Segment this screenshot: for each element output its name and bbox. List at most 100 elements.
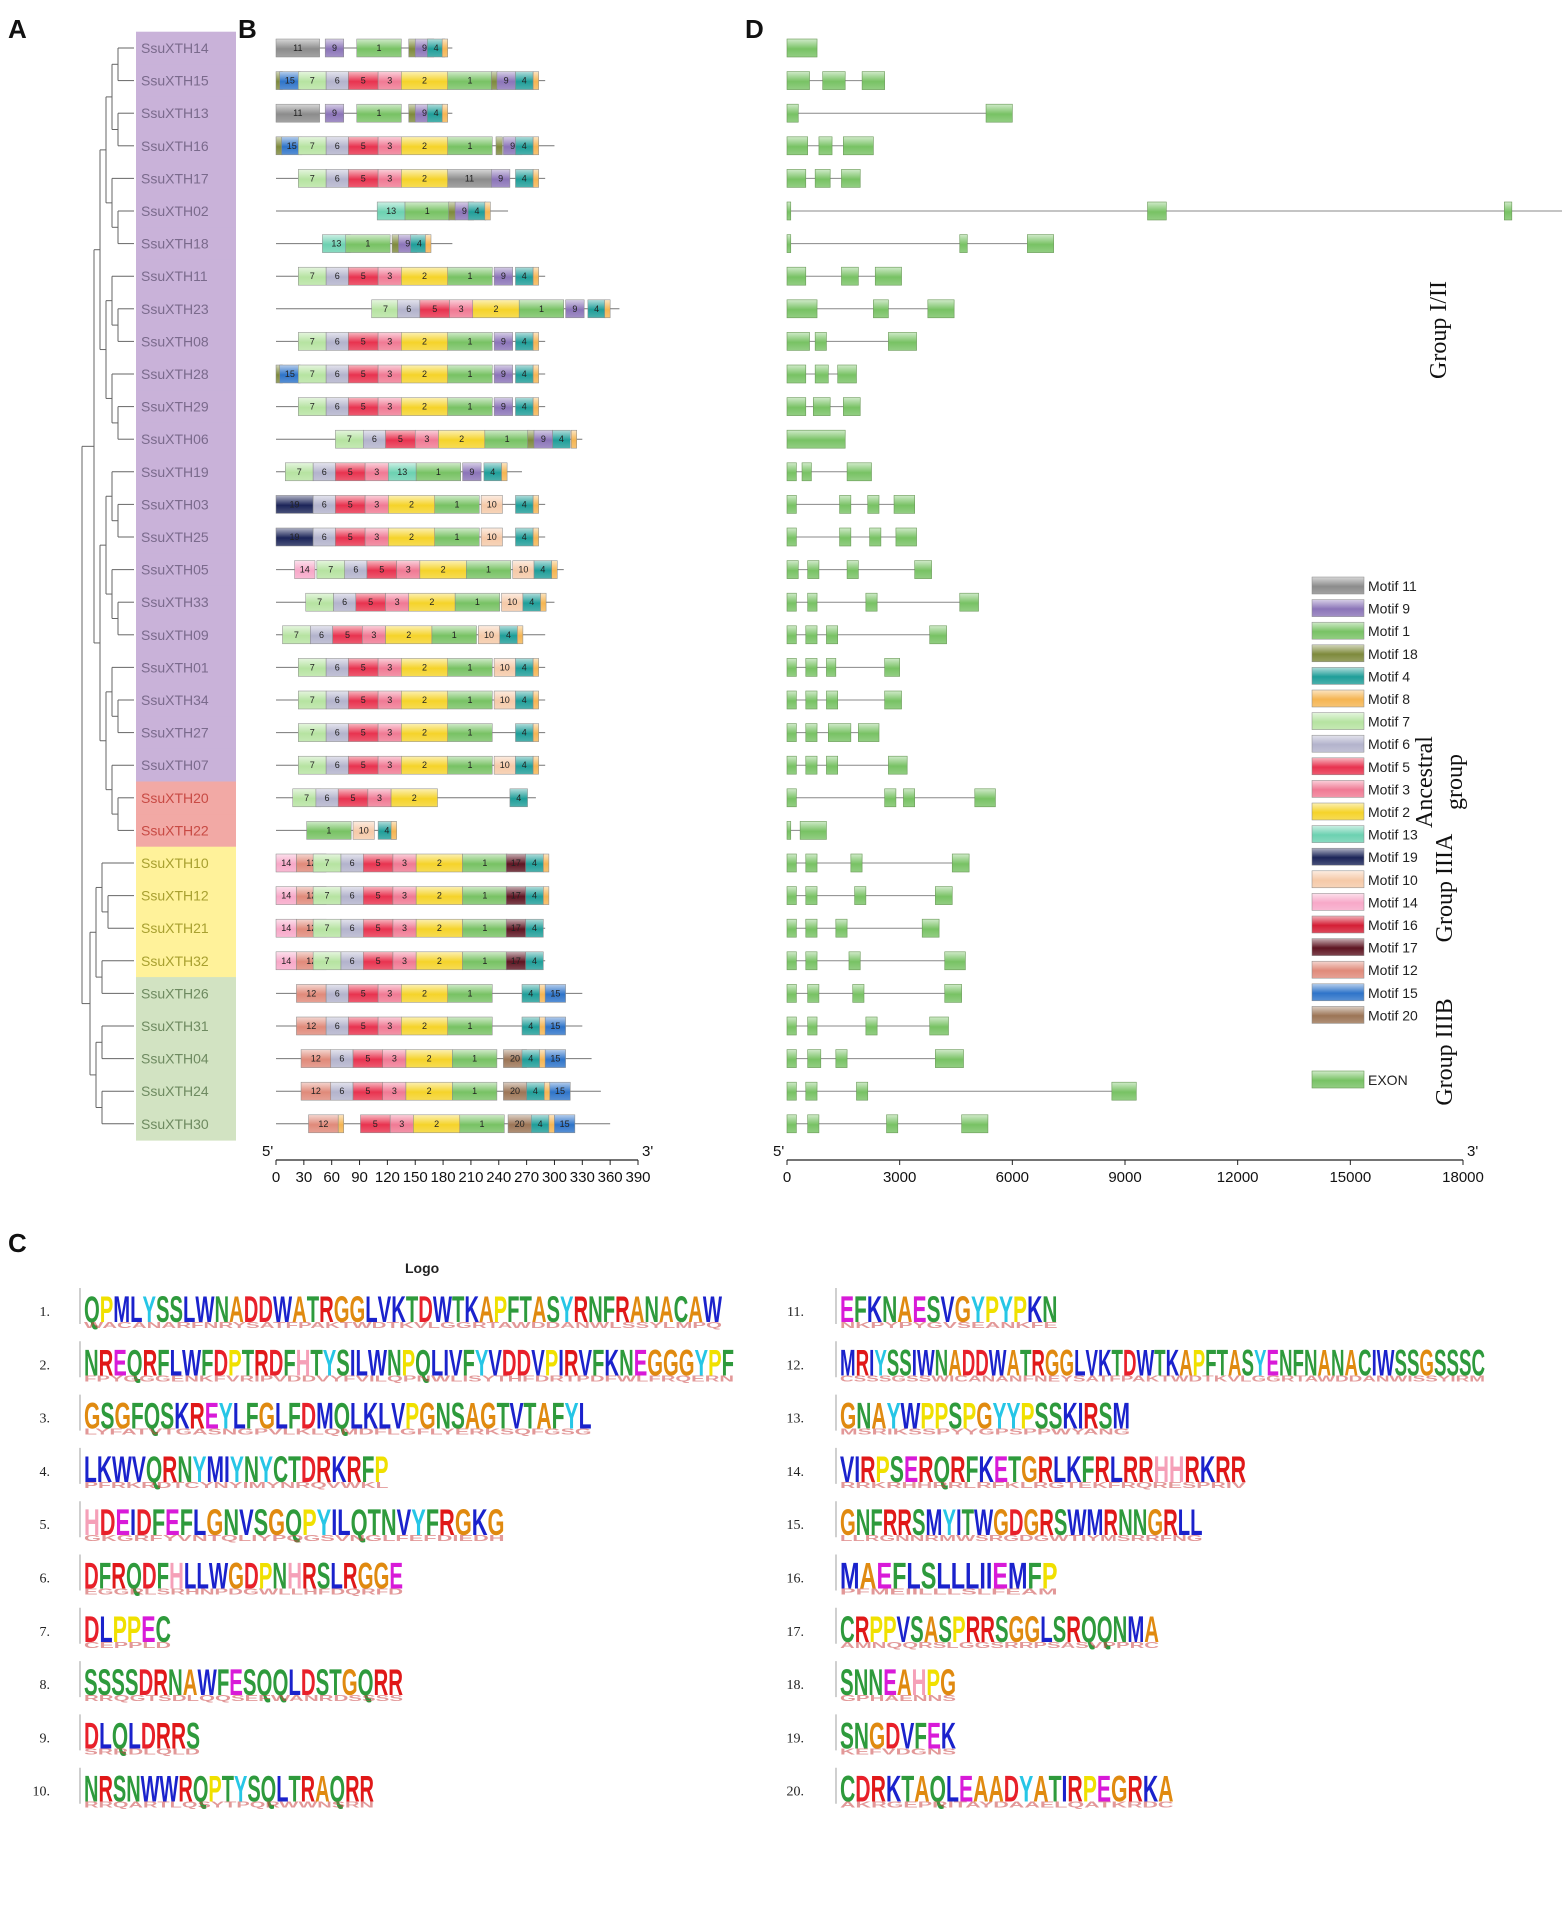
legend-label: Motif 13 — [1368, 827, 1418, 843]
motif-number: 6 — [339, 1086, 344, 1096]
motif-1-box — [459, 1114, 505, 1134]
panel-label-d: D — [745, 14, 764, 44]
motif-number: 4 — [522, 336, 527, 346]
motif-1-box — [356, 103, 402, 123]
exon-box — [786, 886, 797, 905]
motif-number: 1 — [377, 43, 382, 53]
exon-box — [786, 1049, 797, 1068]
logo-sequence: GNFRRSMYITWGDGRSWMRNNGRLL — [840, 1502, 1203, 1544]
group-shade — [136, 618, 236, 652]
motif-number: 13 — [386, 206, 396, 216]
gene-name: SsuXTH07 — [141, 757, 209, 773]
motif-number: 7 — [325, 858, 330, 868]
logo-number: 11. — [787, 1305, 804, 1320]
group-shade — [136, 944, 236, 978]
axis-tick-label: 300 — [542, 1169, 567, 1186]
logo-letters: VIRPSERQRFKETGRLKFRLRRHHRKRRRRKRHHRRLRFK… — [840, 1449, 1248, 1491]
motif-9-box — [462, 462, 482, 482]
motif-number: 7 — [317, 597, 322, 607]
logo-sequence: SNGDVFEK — [840, 1715, 956, 1757]
logo-letters: SSSSDRNAWFESQQLDSTGQRRRRQGTSDLQQSEFWANRD… — [84, 1662, 405, 1704]
exon-box — [807, 1016, 818, 1036]
logo-number: 2. — [40, 1358, 51, 1373]
logo-sequence: NRSNWWRQPTYSQLTRAQRR — [84, 1769, 374, 1811]
legend-label: Motif 17 — [1368, 940, 1418, 956]
exon-box — [814, 332, 827, 351]
motif-number: 5 — [365, 1054, 370, 1064]
motif-number: 6 — [322, 467, 327, 477]
motif-number: 10 — [487, 532, 497, 542]
motif-number: 1 — [436, 467, 441, 477]
motif-number: 2 — [434, 1119, 439, 1129]
motif-15-box — [544, 1016, 566, 1036]
motif-8-box — [604, 299, 611, 319]
logo-sequence: SSSSDRNAWFESQQLDSTGQRR — [84, 1662, 403, 1704]
motif-number: 13 — [331, 239, 341, 249]
motif-number: 10 — [500, 760, 510, 770]
group-shade — [136, 1042, 236, 1076]
legend-swatch — [1311, 825, 1365, 843]
motif-logo-panel: 1. QPMLYSSLWNADDWATRGGLVKTDWTKAPFTASYRNFR… — [33, 1288, 1486, 1811]
motif-number: 3 — [459, 304, 464, 314]
motif-number: 3 — [402, 923, 407, 933]
motif-number: 12 — [306, 891, 316, 901]
motif-9-box — [491, 169, 511, 188]
motif-number: 2 — [422, 369, 427, 379]
motif-number: 2 — [412, 793, 417, 803]
exon-box — [807, 592, 818, 612]
motif-9-box — [493, 397, 513, 416]
group-shade — [136, 390, 236, 424]
motif-number: 4 — [434, 108, 439, 118]
exon-box — [826, 755, 839, 775]
motif-8-box — [441, 38, 448, 58]
exon-box — [799, 821, 827, 840]
exon-box — [837, 364, 857, 384]
motif-number: 13 — [397, 467, 407, 477]
motif-number: 9 — [501, 369, 506, 379]
motif-1-box — [447, 397, 493, 416]
exon-box — [805, 886, 818, 905]
motif-number: 6 — [335, 173, 340, 183]
motif-number: 3 — [392, 1086, 397, 1096]
logo-minor-residues: CSSSGSSWICANANFNEYSATFPAKTWDTKVLGGRTAWDD… — [840, 1374, 1486, 1383]
exon-box — [961, 1114, 989, 1134]
motif-number: 1 — [467, 662, 472, 672]
legend-swatch — [1311, 734, 1365, 753]
motif-number: 3 — [399, 1119, 404, 1129]
group-shade — [136, 1074, 236, 1108]
motif-number: 4 — [522, 76, 527, 86]
exon-box — [786, 332, 810, 351]
legend-label: Motif 14 — [1368, 894, 1418, 910]
exon-box — [805, 853, 818, 873]
gene-name: SsuXTH24 — [141, 1083, 209, 1099]
motif-number: 6 — [325, 793, 330, 803]
motif-number: 2 — [422, 1021, 427, 1031]
motif-number: 9 — [422, 108, 427, 118]
motif-8-box — [517, 625, 524, 645]
logo-minor-residues: EGGRLSRHNPDGWLLHFDQRFD — [84, 1588, 404, 1597]
exon-box — [786, 625, 797, 645]
gene-name: SsuXTH32 — [141, 953, 209, 969]
motif-number: 9 — [422, 43, 427, 53]
motif-1-box — [447, 755, 493, 775]
motif-number: 2 — [422, 271, 427, 281]
motif-number: 3 — [402, 858, 407, 868]
axis-tick-label: 390 — [625, 1169, 650, 1186]
exon-box — [854, 886, 867, 905]
motif-number: 14 — [300, 565, 310, 575]
motif-number: 4 — [532, 956, 537, 966]
motif-8-box — [441, 103, 448, 123]
legend-swatch — [1311, 847, 1365, 866]
motif-number: 9 — [405, 239, 410, 249]
logo-minor-residues: MSRIKSSPYYGPSPPWYANG — [840, 1428, 1130, 1437]
logo-letters: GNFRRSMYITWGDGRSWMRNNGRLLLLRGNNRMWSRGDGW… — [840, 1502, 1203, 1544]
logo-sequence: CRPPVSASPRRSGGLSRQQNMA — [840, 1609, 1159, 1651]
logo-letters: NREQRFLWFDPTRDFHTYSILWNPQLIVFYVDDVPIRVFK… — [84, 1342, 735, 1384]
motif-number: 2 — [422, 402, 427, 412]
motif-1-box — [447, 658, 493, 677]
motif-number: 4 — [522, 760, 527, 770]
group-shade — [136, 488, 236, 522]
motif-number: 2 — [422, 988, 427, 998]
motif-number: 10 — [500, 695, 510, 705]
